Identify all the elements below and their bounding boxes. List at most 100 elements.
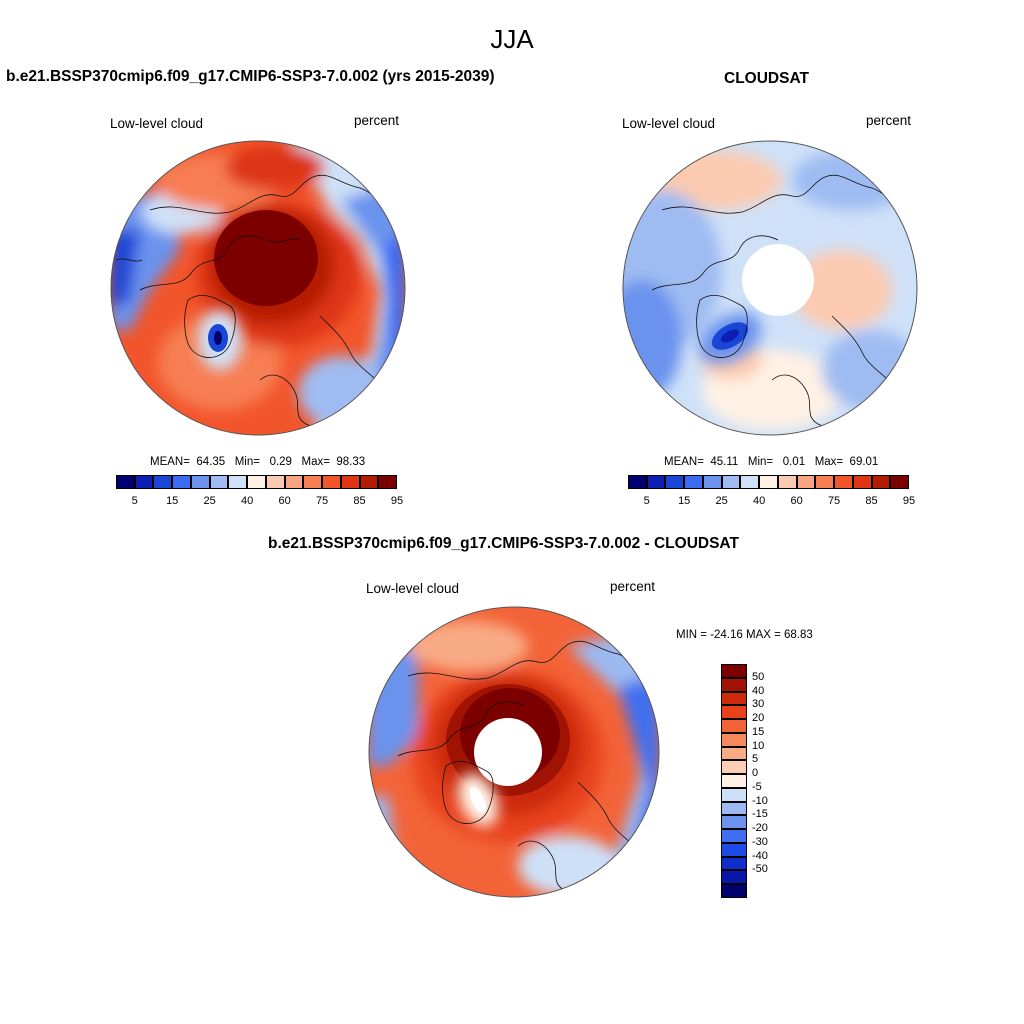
figure-title: JJA [490,24,534,54]
model-colorbar-box [228,475,248,489]
diff-missing-data-pole [474,718,542,786]
obs-stats: MEAN= 45.11 Min= 0.01 Max= 69.01 [664,456,879,468]
model-colorbar-tick-label: 15 [166,495,179,507]
diff-colorbar-box [721,746,747,761]
diff-colorbar-box [721,691,747,706]
diff-colorbar-tick-label: -20 [752,822,768,835]
model-polar-map [110,140,406,436]
model-colorbar-tick-label: 95 [390,495,404,507]
model-colorbar-box [134,475,154,489]
obs-max-value: 69.01 [849,456,879,468]
diff-colorbar-tick-label: -10 [752,794,768,807]
model-min-value: 0.29 [269,456,292,468]
model-colorbar-tick-label: 85 [353,495,366,507]
model-colorbar-box [172,475,191,489]
diff-colorbar-tick-label: 15 [752,725,765,738]
diff-colorbar-tick-label: 10 [752,739,765,752]
diff-colorbar-tick-label: -15 [752,808,768,821]
obs-colorbar-box [777,475,797,489]
obs-colorbar-box [796,475,816,489]
obs-colorbar-tick-label: 40 [753,495,766,507]
diff-colorbar-box [721,829,747,843]
obs-colorbar-box [684,475,703,489]
model-units-label: percent [354,113,400,128]
model-colorbar-tick-label: 25 [203,495,216,507]
obs-colorbar-tick-label: 95 [902,495,916,507]
model-colorbar-box [153,475,173,489]
diff-colorbar-tick-label: -40 [752,849,768,862]
obs-colorbar-box [628,475,647,489]
obs-colorbar-box [871,475,891,489]
obs-colorbar-box [702,475,722,489]
model-colorbar-tick-label: 60 [278,495,291,507]
model-colorbar [116,475,397,489]
diff-colorbar-box [721,664,747,678]
model-colorbar-box [247,475,266,489]
diff-colorbar-box [721,732,747,747]
diff-colorbar-tick-label: -30 [752,835,768,848]
diff-colorbar-tick-label: -5 [752,780,762,793]
diff-colorbar-tick-label: -50 [752,863,768,876]
diff-colorbar-tick-label: 30 [752,698,765,711]
diff-colorbar-tick-label: 5 [752,753,759,766]
obs-colorbar-box [852,475,872,489]
model-max-value: 98.33 [336,456,366,468]
obs-colorbar-box [815,475,835,489]
model-colorbar-box [340,475,360,489]
diff-colorbar-box [721,677,747,692]
model-colorbar-box [116,475,135,489]
obs-variable-label: Low-level cloud [622,116,716,131]
obs-colorbar-tick-label: 5 [643,495,650,507]
diff-colorbar-ticks: 50 40 30 20 15 10 5 0 -5 -10 -15 -20 -30 -40 -50 [752,664,792,898]
obs-panel-title: CLOUDSAT [724,70,809,87]
model-coastlines [115,174,393,427]
obs-missing-data-pole [742,244,814,316]
diff-stats: MIN = -24.16 MAX = 68.83 [676,629,813,641]
obs-polar-map [622,140,918,436]
diff-colorbar-box [721,760,747,775]
model-mean-value: 64.35 [196,456,226,468]
diff-colorbar-tick-label: 50 [752,670,765,683]
obs-colorbar-tick-label: 85 [865,495,878,507]
diff-colorbar-box [721,719,747,733]
obs-colorbar-box [834,475,853,489]
obs-colorbar [628,475,909,489]
diff-colorbar-box [721,787,747,802]
diff-colorbar-box [721,856,747,871]
model-colorbar-box [303,475,323,489]
diff-units-label: percent [610,579,656,594]
model-colorbar-box [378,475,397,489]
diff-coastlines [397,640,651,893]
model-colorbar-box [209,475,229,489]
diff-colorbar-box [721,884,747,898]
diff-colorbar-box [721,842,747,857]
obs-colorbar-box [759,475,778,489]
obs-min-value: 0.01 [782,456,806,468]
model-colorbar-box [284,475,304,489]
obs-colorbar-box [665,475,685,489]
obs-colorbar-box [721,475,741,489]
obs-units-label: percent [866,113,912,128]
diff-polar-map [368,606,660,898]
model-panel-title: b.e21.BSSP370cmip6.f09_g17.CMIP6-SSP3-7.… [6,68,495,85]
model-colorbar-tick-label: 75 [315,495,329,507]
diff-colorbar-box [721,705,747,720]
diff-colorbar-box [721,801,747,816]
model-colorbar-ticks: 5 15 25 40 60 75 85 95 [116,495,403,509]
diff-colorbar-tick-label: 20 [752,712,765,725]
obs-colorbar-tick-label: 15 [678,495,691,507]
obs-colorbar-tick-label: 75 [827,495,841,507]
diff-colorbar-box [721,870,747,885]
model-colorbar-tick-label: 5 [131,495,138,507]
diff-colorbar-box [721,815,747,830]
obs-colorbar-ticks: 5 15 25 40 60 75 85 95 [628,495,915,509]
obs-colorbar-box [646,475,666,489]
diff-variable-label: Low-level cloud [366,581,460,596]
obs-colorbar-box [890,475,909,489]
model-colorbar-box [265,475,285,489]
diff-colorbar-tick-label: 0 [752,767,759,780]
obs-mean-value: 45.11 [710,456,739,468]
model-colorbar-box [190,475,210,489]
model-colorbar-tick-label: 40 [241,495,254,507]
diff-colorbar-tick-label: 40 [752,684,765,697]
